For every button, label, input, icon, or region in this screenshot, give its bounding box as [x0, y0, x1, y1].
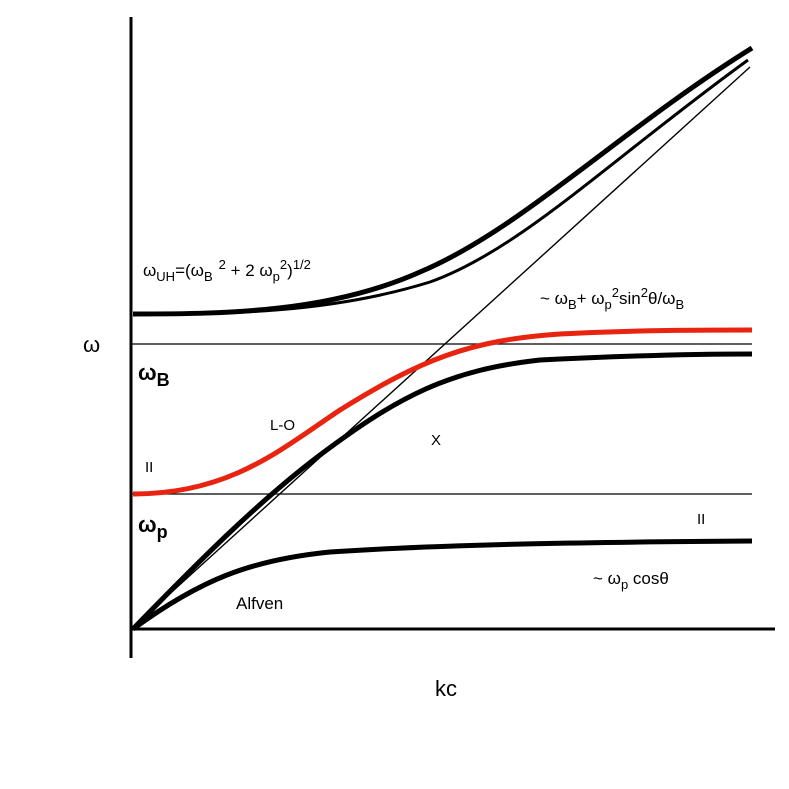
upper-hybrid-label: ωUH=(ωB2 + 2 ωp2)1/2 — [143, 257, 311, 284]
alfven-branch-label: Alfven — [236, 594, 283, 613]
parallel-marker-left: II — [145, 459, 153, 476]
x-branch-curve — [131, 351, 753, 631]
omega-b-label: ωB — [138, 360, 170, 390]
lower-right-asymptote-label: ~ ωp cosθ — [593, 569, 669, 592]
upper-hybrid-curve-inner — [132, 58, 749, 316]
light-line — [130, 66, 751, 630]
y-axis-label: ω — [83, 332, 100, 357]
x-branch-label: X — [431, 432, 441, 449]
upper-right-asymptote-label: ~ ωB+ ωp2sin2θ/ωB — [540, 285, 684, 312]
x-axis-label: kc — [435, 676, 457, 701]
alfven-branch-curve — [131, 538, 753, 632]
parallel-marker-right: II — [697, 511, 705, 528]
lo-branch-label: L-O — [270, 417, 295, 434]
omega-p-label: ωp — [138, 512, 168, 542]
lo-branch-curve — [132, 327, 753, 497]
